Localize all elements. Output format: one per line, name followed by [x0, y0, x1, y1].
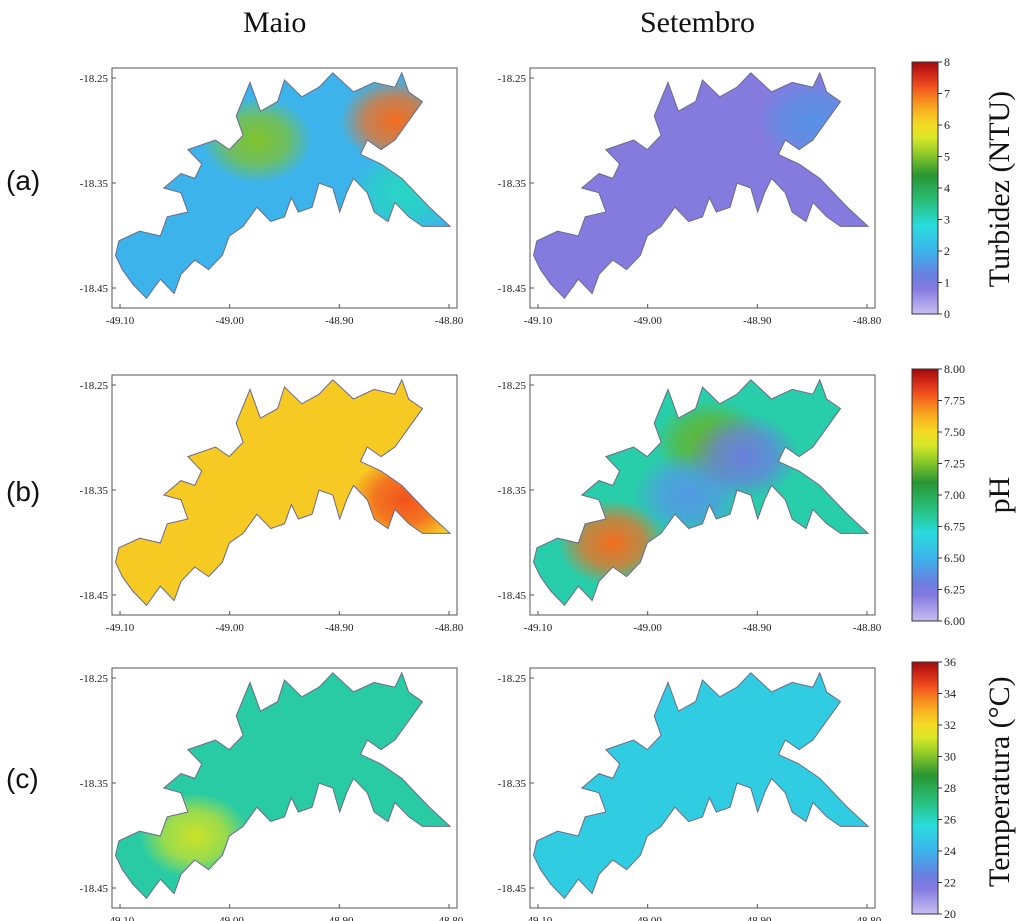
colorbar-tick-label: 30 [944, 750, 956, 764]
x-tick-label: -49.10 [524, 622, 553, 634]
colorbar-tick-label: 6.00 [944, 614, 965, 628]
colorbar-tick-label: 32 [944, 718, 956, 732]
colorbar-tick-label: 7.25 [944, 457, 965, 471]
y-tick-label: -18.45 [498, 283, 527, 295]
x-tick-label: -48.80 [853, 622, 882, 634]
x-tick-label: -49.00 [215, 622, 244, 634]
y-tick-label: -18.25 [498, 673, 527, 685]
colorbar-tick-label: 2 [944, 244, 950, 258]
colorbar-tick-label: 1 [944, 276, 950, 290]
map-panel-c_set: -49.10 -49.00 -48.90 -48.80 -18.25 -18.35 -18.… [498, 668, 882, 921]
x-tick-label: -49.10 [106, 315, 135, 327]
map-panel-a_maio: -49.10 -49.00 -48.90 -48.80 -18.25 -18.35 -18.… [80, 68, 464, 327]
colorbar-0: 0 1 2 3 4 5 6 7 8 [912, 55, 950, 321]
value-hotspot [140, 793, 250, 879]
colorbar-tick-label: 34 [944, 687, 956, 701]
y-tick-label: -18.25 [80, 380, 109, 392]
colorbar-tick-label: 4 [944, 181, 950, 195]
y-tick-label: -18.25 [80, 73, 109, 85]
colorbar-tick-label: 6.25 [944, 583, 965, 597]
colorbar-tick-label: 28 [944, 781, 956, 795]
colorbar-title-ph: pH [983, 395, 1017, 595]
x-tick-label: -48.80 [435, 315, 464, 327]
map-panel-c_maio: -49.10 -49.00 -48.90 -48.80 -18.25 -18.35 -18.… [80, 668, 464, 921]
x-tick-label: -49.10 [106, 915, 135, 921]
y-tick-label: -18.45 [80, 590, 109, 602]
y-tick-label: -18.35 [80, 778, 109, 790]
colorbar-tick-label: 0 [944, 307, 950, 321]
colorbar-tick-label: 7.75 [944, 394, 965, 408]
colorbar-title-turbidez: Turbidez (NTU) [983, 89, 1017, 289]
colorbar-title-temperatura: Temperatura (°C) [983, 687, 1017, 887]
x-tick-label: -48.80 [853, 315, 882, 327]
x-tick-label: -48.90 [743, 915, 772, 921]
value-hotspot [689, 413, 799, 499]
colorbar-gradient [912, 62, 938, 314]
colorbar-tick-label: 6.75 [944, 520, 965, 534]
y-tick-label: -18.45 [498, 590, 527, 602]
x-tick-label: -49.10 [106, 622, 135, 634]
x-tick-label: -48.90 [325, 315, 354, 327]
x-tick-label: -49.10 [524, 315, 553, 327]
map-panel-b_maio: -49.10 -49.00 -48.90 -48.80 -18.25 -18.35 -18.… [80, 375, 464, 634]
y-tick-label: -18.35 [498, 778, 527, 790]
y-tick-label: -18.35 [80, 178, 109, 190]
colorbar-tick-label: 36 [944, 655, 956, 669]
map-panel-a_set: -49.10 -49.00 -48.90 -48.80 -18.25 -18.35 -18.… [498, 68, 882, 327]
colorbar-tick-label: 26 [944, 813, 956, 827]
y-tick-label: -18.25 [80, 673, 109, 685]
x-tick-label: -49.00 [633, 915, 662, 921]
y-tick-label: -18.35 [498, 485, 527, 497]
x-tick-label: -48.90 [325, 915, 354, 921]
x-tick-label: -48.80 [435, 622, 464, 634]
colorbar-tick-label: 6.50 [944, 551, 965, 565]
colorbar-tick-label: 7.50 [944, 425, 965, 439]
colorbar-tick-label: 7 [944, 87, 950, 101]
x-tick-label: -48.80 [853, 915, 882, 921]
map-panel-b_set: -49.10 -49.00 -48.90 -48.80 -18.25 -18.35 -18.… [498, 375, 882, 634]
colorbar-tick-label: 5 [944, 150, 950, 164]
y-tick-label: -18.35 [498, 178, 527, 190]
x-tick-label: -49.00 [633, 622, 662, 634]
y-tick-label: -18.45 [498, 883, 527, 895]
value-hotspot [202, 97, 312, 183]
y-tick-label: -18.45 [80, 883, 109, 895]
y-tick-label: -18.45 [80, 283, 109, 295]
x-tick-label: -48.90 [743, 315, 772, 327]
x-tick-label: -49.10 [524, 915, 553, 921]
x-tick-label: -48.90 [743, 622, 772, 634]
colorbar-1: 6.00 6.25 6.50 6.75 7.00 7.25 7.50 7.75 8.00 [912, 362, 965, 628]
x-tick-label: -49.00 [633, 315, 662, 327]
colorbar-tick-label: 22 [944, 876, 956, 890]
y-tick-label: -18.25 [498, 73, 527, 85]
x-tick-label: -48.80 [435, 915, 464, 921]
colorbar-tick-label: 7.00 [944, 488, 965, 502]
x-tick-label: -48.90 [325, 622, 354, 634]
colorbar-2: 20 22 24 26 28 30 32 34 36 [912, 655, 956, 921]
colorbar-tick-label: 3 [944, 213, 950, 227]
x-tick-label: -49.00 [215, 315, 244, 327]
colorbar-tick-label: 24 [944, 844, 956, 858]
colorbar-gradient [912, 662, 938, 914]
colorbar-tick-label: 8 [944, 55, 950, 69]
y-tick-label: -18.35 [80, 485, 109, 497]
colorbar-gradient [912, 369, 938, 621]
colorbar-tick-label: 20 [944, 907, 956, 921]
colorbar-tick-label: 8.00 [944, 362, 965, 376]
x-tick-label: -49.00 [215, 915, 244, 921]
y-tick-label: -18.25 [498, 380, 527, 392]
colorbar-tick-label: 6 [944, 118, 950, 132]
